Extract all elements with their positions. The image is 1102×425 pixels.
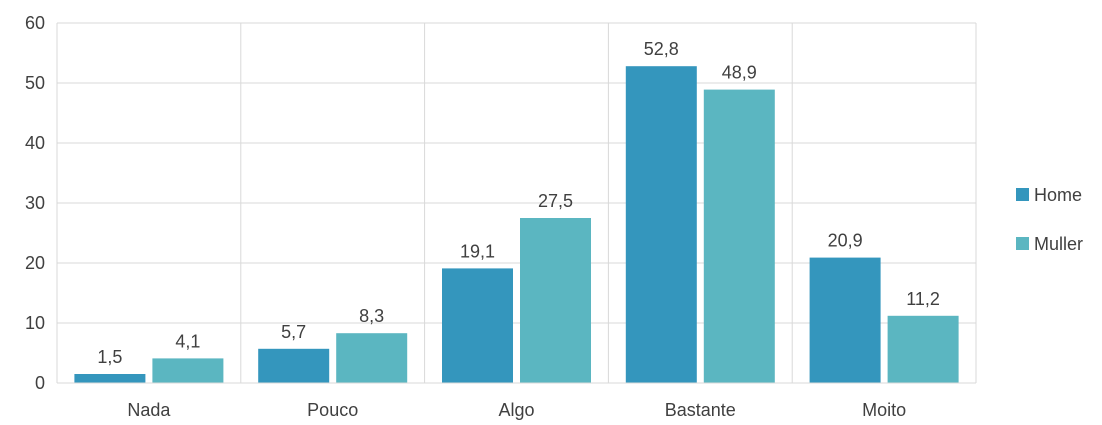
data-label: 1,5 bbox=[97, 347, 122, 367]
bar-muller-pouco bbox=[336, 333, 408, 383]
data-labels: 1,5 4,1 5,7 8,3 19,1 27,5 52,8 48,9 20,9 11,2 bbox=[97, 39, 940, 367]
x-tick-label: Nada bbox=[127, 400, 171, 420]
bar-home-algo bbox=[442, 268, 513, 383]
x-tick-label: Moito bbox=[862, 400, 906, 420]
bar-home-pouco bbox=[258, 348, 330, 383]
bar-muller-nada bbox=[152, 358, 224, 383]
y-tick-label: 40 bbox=[25, 133, 45, 153]
y-tick-label: 0 bbox=[35, 373, 45, 393]
bar-home-nada bbox=[74, 374, 146, 383]
bar-home-bastante bbox=[625, 66, 697, 383]
x-tick-label: Bastante bbox=[665, 400, 736, 420]
legend: Home Muller bbox=[1016, 185, 1083, 254]
bar-muller-algo bbox=[520, 218, 591, 383]
y-tick-label: 10 bbox=[25, 313, 45, 333]
data-label: 5,7 bbox=[281, 322, 306, 342]
legend-swatch bbox=[1016, 188, 1029, 201]
data-label: 19,1 bbox=[460, 241, 495, 261]
y-tick-label: 20 bbox=[25, 253, 45, 273]
data-label: 20,9 bbox=[828, 231, 863, 251]
data-label: 48,9 bbox=[722, 63, 757, 83]
data-label: 4,1 bbox=[175, 331, 200, 351]
bar-muller-bastante bbox=[703, 89, 775, 383]
data-label: 52,8 bbox=[644, 39, 679, 59]
legend-swatch bbox=[1016, 237, 1029, 250]
x-tick-label: Algo bbox=[498, 400, 534, 420]
gridlines bbox=[56, 22, 977, 384]
data-label: 11,2 bbox=[906, 289, 940, 309]
x-tick-label: Pouco bbox=[307, 400, 358, 420]
data-label: 27,5 bbox=[538, 191, 573, 211]
bars bbox=[74, 66, 959, 383]
y-tick-label: 30 bbox=[25, 193, 45, 213]
bar-muller-moito bbox=[887, 315, 959, 383]
y-tick-label: 60 bbox=[25, 13, 45, 33]
legend-label: Home bbox=[1034, 185, 1082, 205]
axes: 0 10 20 30 40 50 60 Nada Pouco Algo Bastante Moito bbox=[25, 13, 976, 420]
legend-label: Muller bbox=[1034, 234, 1083, 254]
data-label: 8,3 bbox=[359, 306, 384, 326]
bar-home-moito bbox=[809, 257, 881, 383]
y-tick-label: 50 bbox=[25, 73, 45, 93]
